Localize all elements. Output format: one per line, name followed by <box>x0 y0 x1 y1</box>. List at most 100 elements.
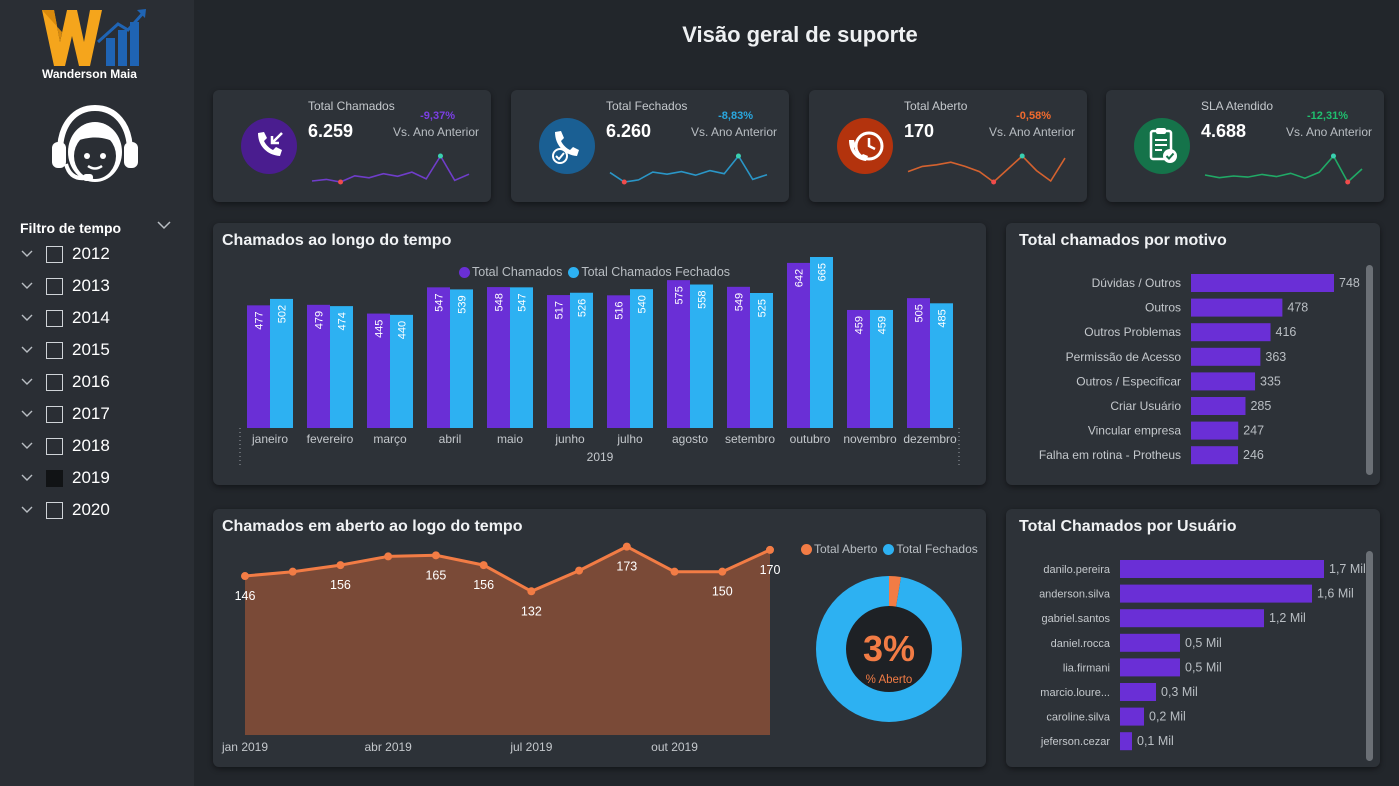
year-checkbox[interactable] <box>46 245 63 263</box>
bar-fechados-janeiro[interactable] <box>270 298 293 428</box>
kpi-sparkline <box>1204 153 1363 185</box>
bar-fechados-fevereiro[interactable] <box>330 306 353 428</box>
sparkline-min-point <box>338 179 344 185</box>
bar-chamados-março[interactable] <box>367 313 390 428</box>
year-option-2019[interactable]: 2019 <box>20 465 190 491</box>
chevron-down-icon[interactable] <box>20 345 34 355</box>
hbar-gabriel.santos[interactable] <box>1120 609 1264 628</box>
bar-fechados-agosto[interactable] <box>690 284 713 428</box>
bar-chamados-agosto[interactable] <box>667 280 690 428</box>
year-option-2013[interactable]: 2013 <box>20 273 190 299</box>
bar-chamados-abril[interactable] <box>427 287 450 428</box>
area-point-ago 2019[interactable] <box>575 566 584 575</box>
area-point-mar 2019[interactable] <box>336 561 345 570</box>
year-checkbox[interactable] <box>46 309 63 327</box>
bar-fechados-outubro[interactable] <box>810 257 833 428</box>
bar-chamados-novembro[interactable] <box>847 309 870 428</box>
hbar-caroline.silva[interactable] <box>1120 707 1144 726</box>
hbar-jeferson.cezar[interactable] <box>1120 732 1132 751</box>
year-option-2014[interactable]: 2014 <box>20 305 190 331</box>
chevron-down-icon[interactable] <box>20 505 34 515</box>
year-checkbox[interactable] <box>46 469 63 487</box>
bar-fechados-novembro[interactable] <box>870 309 893 428</box>
chevron-down-icon[interactable] <box>20 249 34 259</box>
bar-fechados-junho[interactable] <box>570 292 593 428</box>
year-option-2015[interactable]: 2015 <box>20 337 190 363</box>
legend-total-aberto[interactable]: Total Aberto <box>801 542 877 556</box>
hbar-Dúvidas / Outros[interactable] <box>1191 274 1334 292</box>
year-checkbox[interactable] <box>46 341 63 359</box>
area-point-set 2019[interactable] <box>622 542 631 551</box>
area-point-fev 2019[interactable] <box>288 567 297 576</box>
kpi-delta: -8,83% <box>718 110 753 122</box>
chevron-down-icon[interactable] <box>20 473 34 483</box>
chevron-down-icon[interactable] <box>20 281 34 291</box>
hbar-Vincular empresa[interactable] <box>1191 421 1239 440</box>
hbar-value-label: 748 <box>1339 276 1360 290</box>
hbar-Criar Usuário[interactable] <box>1191 397 1246 415</box>
bar-chamados-maio[interactable] <box>487 287 510 428</box>
hbar-Permissão de Acesso[interactable] <box>1191 347 1261 366</box>
kpi-glyph <box>849 131 884 161</box>
area-point-dez 2019[interactable] <box>766 545 774 554</box>
hbar-marcio.loure...[interactable] <box>1120 683 1156 701</box>
donut-slice-fechados[interactable] <box>816 576 962 722</box>
area-point-nov 2019[interactable] <box>718 567 727 576</box>
year-option-2012[interactable]: 2012 <box>20 241 190 267</box>
hbar-Falha em rotina - Protheus[interactable] <box>1191 446 1239 465</box>
year-checkbox[interactable] <box>46 373 63 391</box>
bar-chamados-outubro[interactable] <box>787 262 810 428</box>
hbar-lia.firmani[interactable] <box>1120 658 1180 677</box>
bar-fechados-julho[interactable] <box>630 289 653 428</box>
year-option-2018[interactable]: 2018 <box>20 433 190 459</box>
sparkline-max-point <box>735 153 741 159</box>
bar-fechados-maio[interactable] <box>510 287 533 428</box>
year-checkbox[interactable] <box>46 277 63 295</box>
hbar-danilo.pereira[interactable] <box>1120 560 1324 578</box>
chevron-down-icon[interactable] <box>20 441 34 451</box>
chevron-down-icon[interactable] <box>20 313 34 323</box>
bar-chamados-dezembro[interactable] <box>907 298 930 428</box>
bar-chamados-fevereiro[interactable] <box>307 304 330 428</box>
legend-total-fechados[interactable]: Total Chamados Fechados <box>568 265 730 279</box>
area-point-mai 2019[interactable] <box>431 551 440 560</box>
bar-data-label: 459 <box>854 316 866 334</box>
year-label: 2019 <box>72 468 110 487</box>
year-checkbox[interactable] <box>46 437 63 455</box>
hbar-Outros Problemas[interactable] <box>1191 323 1271 342</box>
chevron-down-icon[interactable] <box>156 218 172 232</box>
legend-total-chamados[interactable]: Total Chamados <box>459 265 562 279</box>
area-data-label: 156 <box>330 578 351 592</box>
bar-chamados-janeiro[interactable] <box>247 305 270 428</box>
chevron-down-icon[interactable] <box>20 409 34 419</box>
bar-chamados-junho[interactable] <box>547 295 570 428</box>
bar-chamados-julho[interactable] <box>607 295 630 428</box>
year-option-2020[interactable]: 2020 <box>20 497 190 523</box>
chamados-tempo-legend: Total Chamados Total Chamados Fechados <box>459 265 736 279</box>
bar-fechados-março[interactable] <box>390 314 413 428</box>
usuario-scrollbar[interactable] <box>1366 551 1373 761</box>
chevron-down-icon[interactable] <box>20 377 34 387</box>
hbar-anderson.silva[interactable] <box>1120 584 1312 603</box>
area-point-jul 2019[interactable] <box>527 587 536 596</box>
hbar-Outros / Especificar[interactable] <box>1191 372 1256 391</box>
year-checkbox[interactable] <box>46 501 63 519</box>
legend-total-fechados[interactable]: Total Fechados <box>883 542 978 556</box>
bar-fechados-setembro[interactable] <box>750 293 773 428</box>
hbar-daniel.rocca[interactable] <box>1120 633 1180 652</box>
area-point-jan 2019[interactable] <box>241 572 249 581</box>
area-point-jun 2019[interactable] <box>479 561 488 570</box>
area-point-abr 2019[interactable] <box>384 552 393 561</box>
motivo-scrollbar[interactable] <box>1366 265 1373 475</box>
bar-fechados-abril[interactable] <box>450 289 473 428</box>
year-option-2016[interactable]: 2016 <box>20 369 190 395</box>
kpi-value: 6.259 <box>308 121 354 141</box>
category-label: Dúvidas / Outros <box>1092 276 1181 290</box>
hbar-Outros[interactable] <box>1191 298 1283 317</box>
year-option-2017[interactable]: 2017 <box>20 401 190 427</box>
area-point-out 2019[interactable] <box>670 567 679 576</box>
bar-chamados-setembro[interactable] <box>727 286 750 428</box>
year-checkbox[interactable] <box>46 405 63 423</box>
bar-fechados-dezembro[interactable] <box>930 303 953 428</box>
hbar-value-label: 285 <box>1250 399 1271 413</box>
